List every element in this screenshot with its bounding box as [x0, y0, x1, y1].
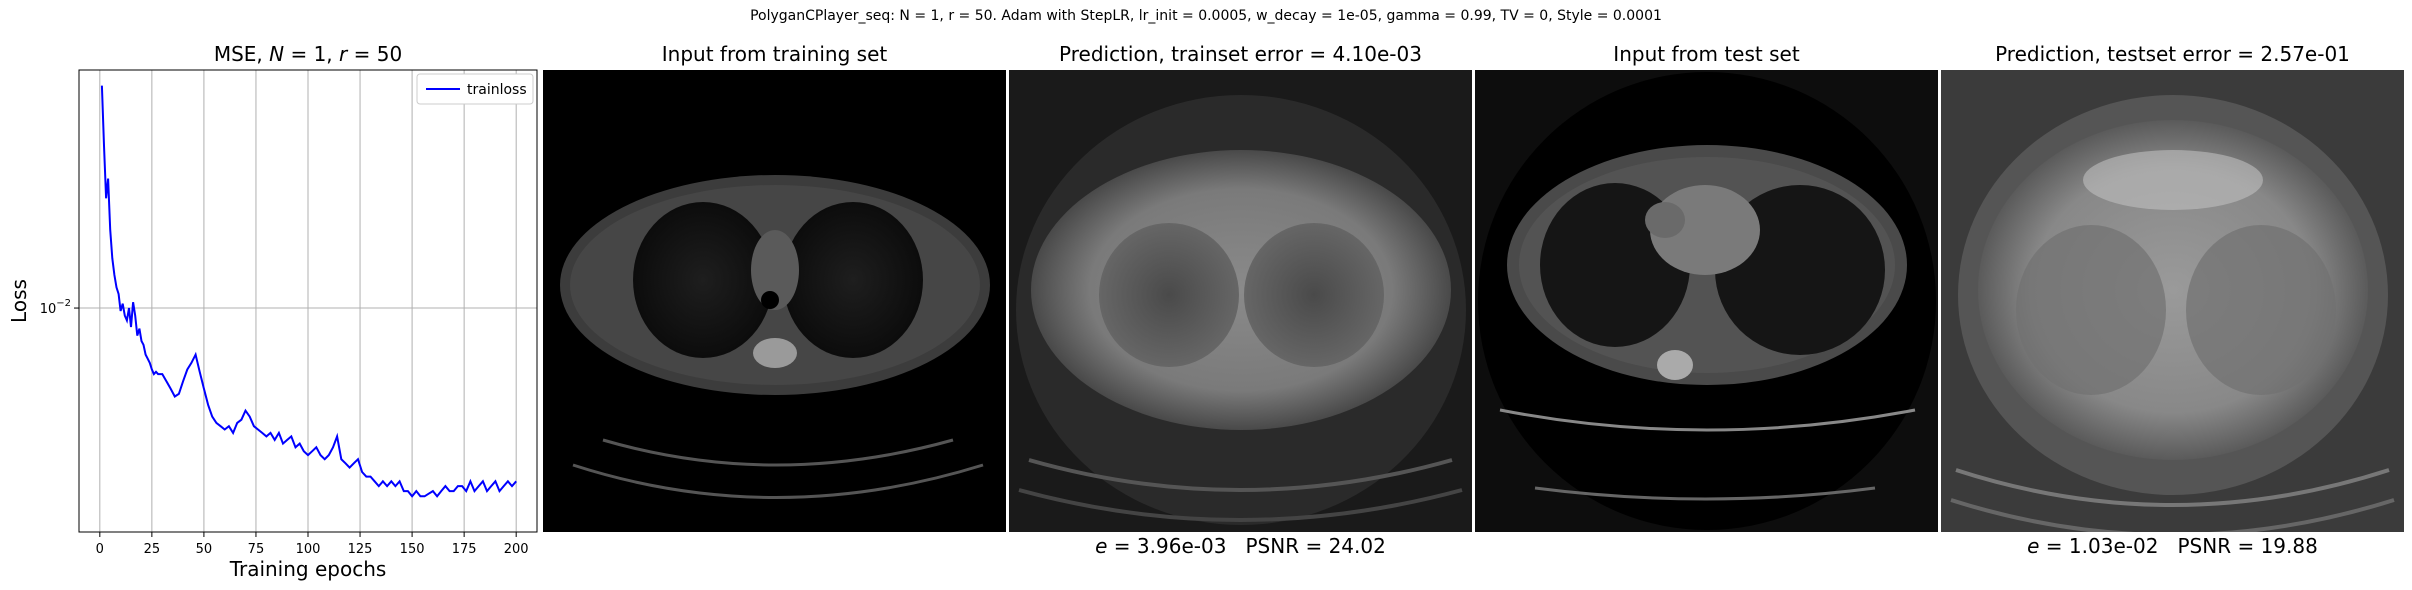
train-pred-image: [1009, 70, 1472, 532]
chart-grid: [79, 70, 537, 532]
test-pred-image: [1941, 70, 2404, 532]
x-tick-label: 75: [248, 542, 265, 557]
train-input-title: Input from training set: [661, 42, 888, 66]
loss-chart-title: MSE, N = 1, r = 50: [213, 42, 403, 66]
train-pred-caption: e = 3.96e-03 PSNR = 24.02: [1095, 534, 1386, 558]
chart-legend: trainloss: [416, 73, 534, 105]
x-tick-label: 200: [504, 542, 529, 557]
legend-label: trainloss: [467, 82, 527, 98]
test-pred-title: Prediction, testset error = 2.57e-01: [1995, 42, 2350, 66]
y-axis-label: Loss: [7, 279, 31, 323]
train-pred-title: Prediction, trainset error = 4.10e-03: [1059, 42, 1422, 66]
test-input-title: Input from test set: [1613, 42, 1800, 66]
x-tick-label: 175: [452, 542, 477, 557]
x-tick-label: 25: [144, 542, 161, 557]
chart-ticks: 0 25 50 75 100 125 150 175 200 10−2: [40, 298, 529, 557]
y-tick-label: 10−2: [40, 298, 71, 317]
x-tick-label: 125: [348, 542, 373, 557]
test-pred-caption: e = 1.03e-02 PSNR = 19.88: [2027, 534, 2318, 558]
x-tick-label: 50: [196, 542, 213, 557]
x-tick-label: 150: [400, 542, 425, 557]
figure-suptitle: PolyganCPlayer_seq: N = 1, r = 50. Adam …: [750, 8, 1662, 24]
x-axis-label: Training epochs: [229, 557, 387, 581]
x-tick-label: 100: [296, 542, 321, 557]
test-input-image: [1475, 70, 1938, 532]
legend-box: [416, 73, 534, 105]
series-line-trainloss: [100, 85, 517, 498]
x-tick-label: 0: [96, 542, 104, 557]
train-input-image: [543, 70, 1006, 532]
